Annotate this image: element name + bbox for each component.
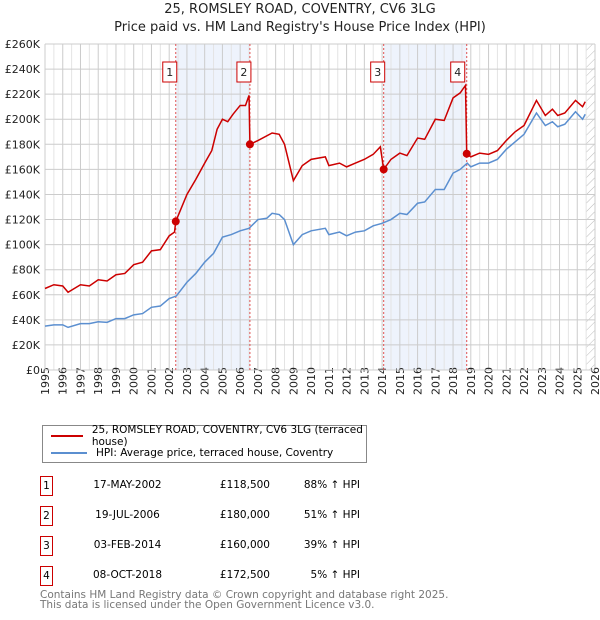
x-tick-label: 2006	[234, 367, 247, 395]
x-tick-label: 2012	[341, 367, 354, 395]
x-tick-label: 1998	[92, 367, 105, 395]
sale-price: £160,000	[219, 539, 270, 551]
x-tick-label: 1996	[57, 367, 70, 395]
hpi-change: 39% ↑ HPI	[303, 539, 360, 551]
x-tick-label: 2023	[536, 367, 549, 395]
footer-copyright: Contains HM Land Registry data © Crown c…	[40, 589, 449, 601]
property-price-line	[44, 83, 586, 294]
sale-point	[245, 140, 254, 149]
y-tick-label: £200K	[5, 113, 41, 126]
price-chart: 1995 1996 1997 1998 1999 2000 2001 2002 2003 2004…	[5, 38, 600, 395]
x-tick-label: 2014	[376, 367, 389, 395]
y-tick-label: £260K	[5, 38, 41, 51]
x-tick-label: 2020	[483, 367, 496, 395]
x-tick-label: 2018	[447, 367, 460, 395]
y-tick-label: £20K	[12, 339, 41, 352]
sale-number-badge: 4	[40, 566, 53, 586]
sale-period-shading	[383, 44, 467, 370]
legend-swatch-red	[51, 435, 83, 437]
sale-number-badge: 3	[40, 536, 53, 556]
x-tick-label: 2013	[358, 367, 371, 395]
x-tick-label: 2026	[589, 367, 600, 395]
y-tick-label: £120K	[5, 214, 41, 227]
x-tick-label: 2025	[571, 367, 584, 395]
x-tick-label: 2007	[252, 367, 265, 395]
y-tick-label: £160K	[5, 163, 41, 176]
y-tick-label: £40K	[12, 314, 41, 327]
x-tick-label: 2010	[305, 367, 318, 395]
x-tick-label: 1997	[74, 367, 87, 395]
sale-label: 3	[374, 66, 381, 79]
legend-label: HPI: Average price, terraced house, Cove…	[96, 447, 334, 459]
legend-item-hpi: HPI: Average price, terraced house, Cove…	[51, 445, 333, 461]
x-tick-label: 1995	[39, 367, 52, 395]
x-tick-label: 1999	[110, 367, 123, 395]
sale-date: 08-OCT-2018	[93, 569, 162, 581]
sale-label-box	[236, 61, 252, 83]
legend: 25, ROMSLEY ROAD, COVENTRY, CV6 3LG (ter…	[42, 424, 367, 463]
hpi-change: 5% ↑ HPI	[310, 569, 360, 581]
chart-title: 25, ROMSLEY ROAD, COVENTRY, CV6 3LG	[164, 2, 436, 17]
sale-number-badge: 1	[40, 476, 53, 496]
x-tick-label: 2021	[500, 367, 513, 395]
x-tick-label: 2017	[429, 367, 442, 395]
chart-subtitle: Price paid vs. HM Land Registry's House …	[114, 20, 486, 35]
sale-label-box	[450, 61, 466, 83]
x-tick-label: 2003	[181, 367, 194, 395]
sale-label-box	[370, 61, 386, 83]
y-tick-label: £80K	[12, 264, 41, 277]
y-tick-label: £140K	[5, 188, 41, 201]
sale-label: 2	[240, 66, 247, 79]
legend-item-property: 25, ROMSLEY ROAD, COVENTRY, CV6 3LG (ter…	[51, 424, 366, 448]
footer: Contains HM Land Registry data © Crown c…	[40, 589, 449, 611]
y-tick-label: £180K	[5, 138, 41, 151]
x-tick-label: 2000	[128, 367, 141, 395]
legend-label: 25, ROMSLEY ROAD, COVENTRY, CV6 3LG (ter…	[91, 424, 363, 448]
y-tick-label: £240K	[5, 63, 41, 76]
sale-label-box	[162, 61, 178, 83]
sale-date: 17-MAY-2002	[93, 479, 162, 491]
x-tick-label: 2019	[465, 367, 478, 395]
footer-licence: This data is licensed under the Open Gov…	[40, 599, 375, 611]
legend-swatch-blue	[51, 452, 87, 454]
x-tick-label: 2009	[287, 367, 300, 395]
sale-number-badge: 2	[40, 506, 53, 526]
sale-price: £180,000	[219, 509, 270, 521]
sale-label: 1	[166, 66, 173, 79]
hpi-change: 51% ↑ HPI	[303, 509, 360, 521]
sale-period-shading	[175, 44, 250, 370]
sale-price: £172,500	[219, 569, 270, 581]
x-tick-label: 2016	[412, 367, 425, 395]
sale-price: £118,500	[219, 479, 270, 491]
y-tick-label: £220K	[5, 88, 41, 101]
y-tick-label: £100K	[5, 239, 41, 252]
sale-label: 4	[454, 66, 461, 79]
x-tick-label: 2024	[554, 367, 567, 395]
y-tick-label: £60K	[12, 289, 41, 302]
x-tick-label: 2005	[216, 367, 229, 395]
x-tick-label: 2022	[518, 367, 531, 395]
x-tick-label: 2002	[163, 367, 176, 395]
x-tick-label: 2008	[270, 367, 283, 395]
forecast-hatch	[586, 44, 595, 370]
x-tick-label: 2001	[145, 367, 158, 395]
x-tick-label: 2004	[199, 367, 212, 395]
sale-point	[379, 165, 388, 174]
y-tick-label: £0	[26, 364, 40, 377]
sale-date: 03-FEB-2014	[93, 539, 162, 551]
x-tick-label: 2015	[394, 367, 407, 395]
sale-date: 19-JUL-2006	[95, 509, 160, 521]
hpi-change: 88% ↑ HPI	[303, 479, 360, 491]
hpi-line	[44, 110, 586, 329]
x-tick-label: 2011	[323, 367, 336, 395]
sale-point	[462, 149, 471, 158]
sale-point	[171, 217, 180, 226]
